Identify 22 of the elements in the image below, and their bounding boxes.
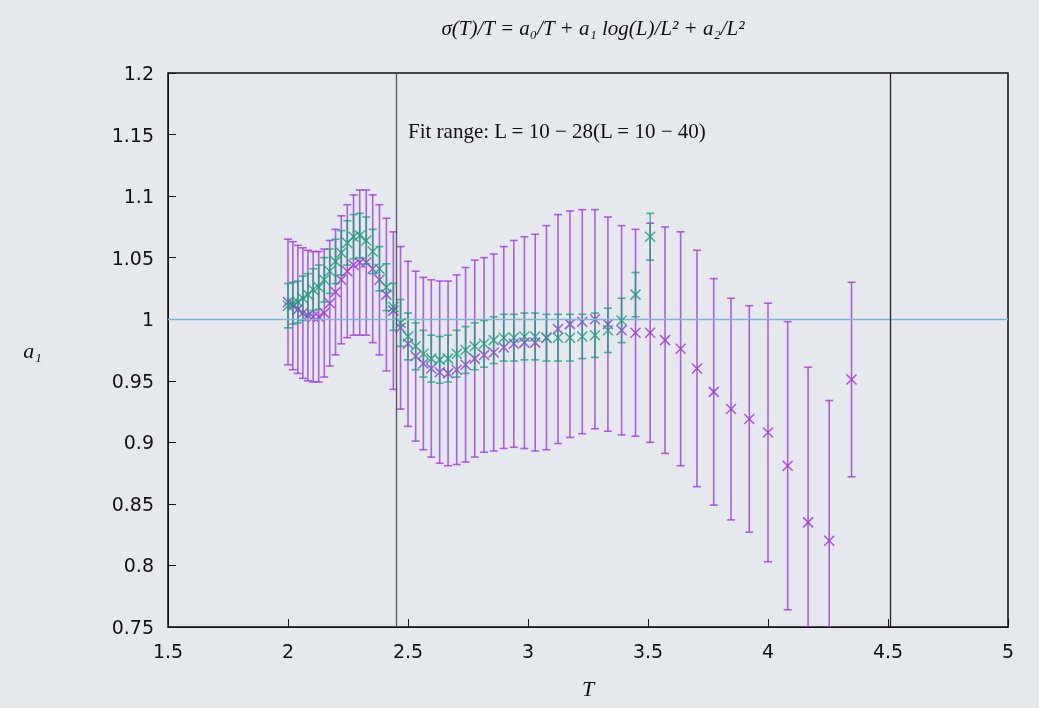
x-tick-label: 5 bbox=[1001, 639, 1015, 662]
y-tick-label: 0.9 bbox=[123, 431, 154, 454]
x-axis-title: T bbox=[581, 675, 596, 701]
x-tick-label: 1.5 bbox=[152, 639, 184, 662]
y-axis-title: a₁ bbox=[23, 337, 42, 363]
x-tick-label: 4 bbox=[761, 639, 775, 662]
y-tick-label: 1 bbox=[141, 308, 154, 331]
y-tick-label: 1.2 bbox=[123, 62, 154, 84]
chart-title: σ(T)/T = a₀/T + a₁ log(L)/L² + a₂/L² bbox=[441, 15, 746, 40]
y-tick-label: 1.05 bbox=[111, 246, 154, 269]
x-tick-label: 2 bbox=[281, 639, 295, 662]
x-tick-label: 3.5 bbox=[632, 639, 664, 662]
y-tick-label: 1.15 bbox=[111, 123, 154, 146]
y-tick-label: 0.8 bbox=[123, 554, 154, 577]
y-tick-label: 0.75 bbox=[111, 616, 154, 638]
annotation: Fit range: L = 10 − 28(L = 10 − 40) bbox=[408, 118, 706, 143]
y-tick-label: 0.85 bbox=[111, 492, 154, 515]
x-tick-label: 3 bbox=[521, 639, 535, 662]
x-tick-label: 2.5 bbox=[392, 639, 424, 662]
y-tick-label: 0.95 bbox=[111, 369, 154, 392]
y-tick-label: 1.1 bbox=[123, 185, 154, 208]
x-tick-label: 4.5 bbox=[872, 639, 904, 662]
